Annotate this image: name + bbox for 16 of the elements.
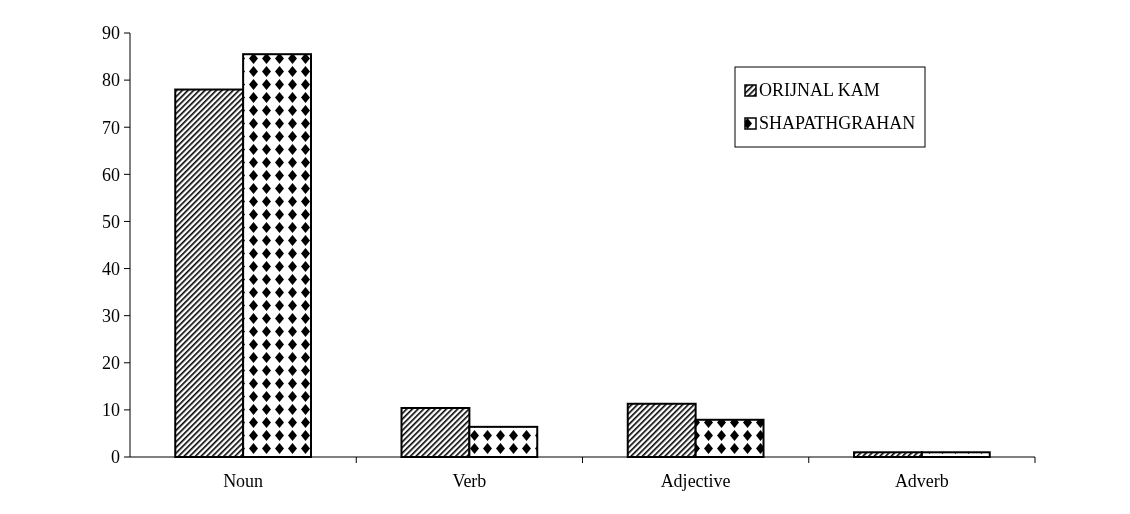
y-tick-label: 90 xyxy=(102,23,120,44)
y-tick-label: 70 xyxy=(102,117,120,138)
y-tick-label: 50 xyxy=(102,211,120,232)
x-tick-label: Adverb xyxy=(894,471,949,491)
x-tick-label: Noun xyxy=(223,471,264,491)
y-tick-label: 40 xyxy=(102,258,120,279)
x-tick-label: Verb xyxy=(452,471,487,491)
x-tick-label: Adjective xyxy=(660,471,731,491)
legend-label: ORIJNAL KAM xyxy=(759,80,880,100)
y-tick-label: 60 xyxy=(102,164,120,185)
y-tick-label: 80 xyxy=(102,70,120,91)
legend-label: SHAPATHGRAHAN xyxy=(759,113,916,133)
y-tick-label: 0 xyxy=(111,447,120,468)
y-tick-label: 20 xyxy=(102,353,120,374)
y-tick-label: 10 xyxy=(102,400,120,421)
y-tick-label: 30 xyxy=(102,305,120,326)
